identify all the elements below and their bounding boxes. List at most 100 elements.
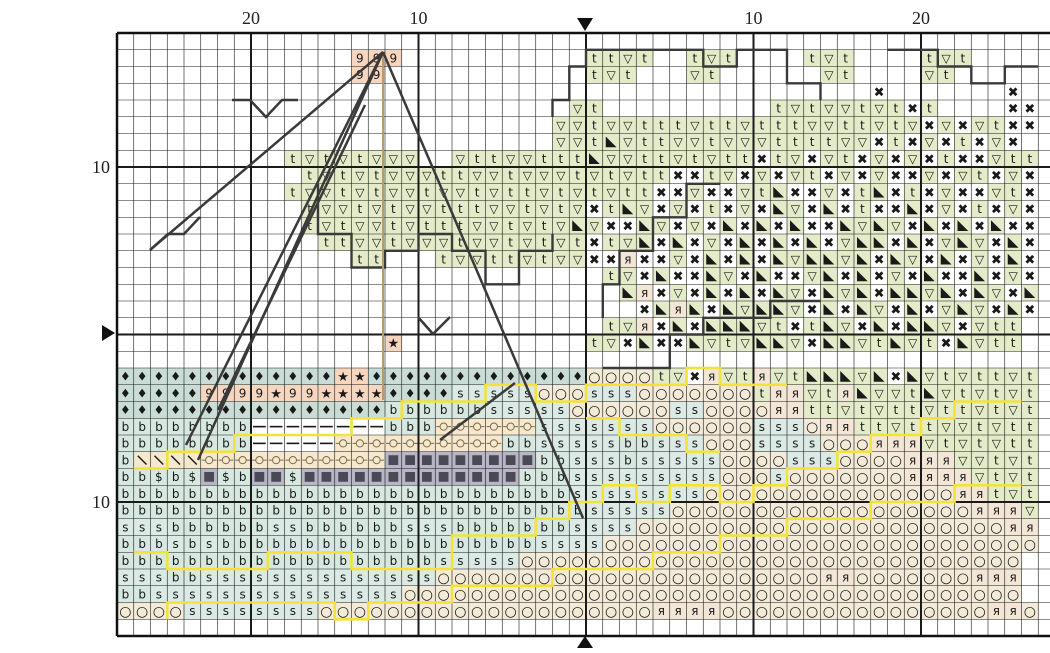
svg-text:○: ○	[940, 487, 952, 503]
svg-text:b: b	[306, 537, 314, 551]
svg-text:t: t	[508, 219, 513, 233]
svg-text:✖: ✖	[673, 337, 684, 352]
stitch-cell: t	[720, 49, 737, 67]
stitch-cell: ✖	[854, 167, 871, 184]
stitch-cell: t	[937, 435, 955, 452]
stitch-cell: b	[150, 535, 168, 553]
svg-text:t: t	[609, 202, 614, 216]
stitch-cell: b	[519, 435, 536, 452]
stitch-cell	[351, 435, 369, 452]
svg-text:♦: ♦	[170, 403, 181, 417]
stitch-cell: t	[586, 116, 603, 134]
stitch-cell	[753, 217, 771, 234]
svg-text:b: b	[323, 520, 331, 534]
stitch-cell: я	[686, 602, 704, 620]
svg-text:♦: ♦	[271, 370, 282, 384]
stitch-cell: ○	[703, 401, 720, 419]
stitch-cell: s	[251, 602, 268, 620]
svg-text:s: s	[625, 386, 631, 400]
svg-text:✖: ✖	[807, 203, 818, 218]
svg-text:○: ○	[823, 537, 835, 553]
stitch-cell	[502, 451, 519, 469]
svg-text:▽: ▽	[1009, 453, 1019, 467]
svg-text:○: ○	[806, 554, 818, 570]
stitch-cell: ✖	[720, 284, 737, 301]
svg-text:○: ○	[639, 570, 651, 586]
svg-text:○: ○	[773, 503, 785, 519]
svg-text:♦: ♦	[254, 370, 265, 384]
stitch-cell: b	[184, 569, 201, 586]
stitch-cell: ♦	[435, 384, 452, 402]
stitch-cell: ▽	[937, 234, 955, 251]
stitch-cell: ✖	[669, 217, 687, 234]
stitch-cell: s	[284, 602, 302, 620]
svg-text:я: я	[641, 286, 648, 300]
stitch-cell: s	[653, 435, 670, 452]
stitch-cell: я	[887, 435, 905, 452]
stitch-cell: s	[602, 518, 620, 536]
stitch-cell: ▽	[703, 334, 720, 352]
svg-text:b: b	[390, 537, 398, 551]
stitch-cell: ○	[753, 468, 771, 486]
stitch-cell: ○	[586, 585, 603, 603]
stitch-cell: ○	[803, 535, 821, 553]
svg-text:b: b	[189, 554, 197, 568]
stitch-cell: s	[167, 535, 184, 553]
svg-text:○: ○	[806, 587, 818, 603]
svg-text:b: b	[373, 554, 381, 568]
stitch-cell: ○	[887, 468, 905, 486]
svg-text:t: t	[743, 152, 748, 166]
svg-text:b: b	[239, 420, 247, 434]
svg-text:b: b	[390, 403, 398, 417]
stitch-cell: b	[485, 502, 503, 519]
svg-text:s: s	[608, 453, 614, 467]
svg-text:○: ○	[856, 503, 868, 519]
stitch-cell: ✖	[669, 183, 687, 201]
stitch-cell: s	[569, 535, 586, 553]
svg-text:▽: ▽	[623, 169, 633, 183]
svg-text:b: b	[373, 537, 381, 551]
stitch-cell: ✖	[770, 217, 787, 234]
stitch-cell: t	[468, 200, 486, 218]
svg-text:○: ○	[639, 587, 651, 603]
svg-text:✖: ✖	[957, 186, 968, 201]
svg-text:✖: ✖	[991, 303, 1002, 318]
svg-text:t: t	[542, 236, 547, 250]
stitch-cell: ▽	[921, 435, 938, 452]
stitch-cell: b	[184, 535, 201, 553]
stitch-cell: t	[452, 167, 469, 184]
stitch-cell: t	[854, 200, 871, 218]
stitch-cell: ○	[803, 552, 821, 570]
svg-text:▽: ▽	[473, 252, 483, 266]
svg-text:▽: ▽	[741, 303, 751, 317]
stitch-cell: t	[770, 150, 787, 167]
svg-text:○: ○	[505, 587, 517, 603]
stitch-cell: t	[485, 250, 503, 268]
stitch-cell	[401, 468, 419, 486]
stitch-cell: ✖	[820, 167, 838, 184]
svg-text:t: t	[592, 68, 597, 82]
stitch-cell: ♦	[569, 368, 586, 385]
stitch-cell: ✖	[904, 167, 921, 184]
stitch-cell: t	[686, 49, 704, 67]
stitch-cell: t	[334, 234, 352, 251]
svg-text:▽: ▽	[841, 403, 851, 417]
svg-text:я: я	[825, 571, 832, 585]
stitch-cell: b	[552, 485, 570, 502]
stitch-cell: s	[569, 418, 586, 435]
svg-text:✖: ✖	[890, 303, 901, 318]
stitch-cell: ✖	[820, 234, 838, 251]
stitch-cell: ○	[870, 535, 888, 553]
stitch-cell: b	[217, 535, 235, 553]
svg-text:b: b	[339, 504, 347, 518]
stitch-cell: ○	[904, 585, 921, 603]
stitch-cell: b	[167, 485, 184, 502]
stitch-cell: ○	[669, 384, 687, 402]
svg-text:b: b	[524, 520, 532, 534]
svg-text:▽: ▽	[657, 219, 667, 233]
stitch-cell: ○	[921, 552, 938, 570]
svg-text:○: ○	[706, 403, 718, 419]
stitch-cell: b	[117, 585, 134, 603]
svg-text:t: t	[575, 169, 580, 183]
svg-text:▽: ▽	[757, 169, 767, 183]
